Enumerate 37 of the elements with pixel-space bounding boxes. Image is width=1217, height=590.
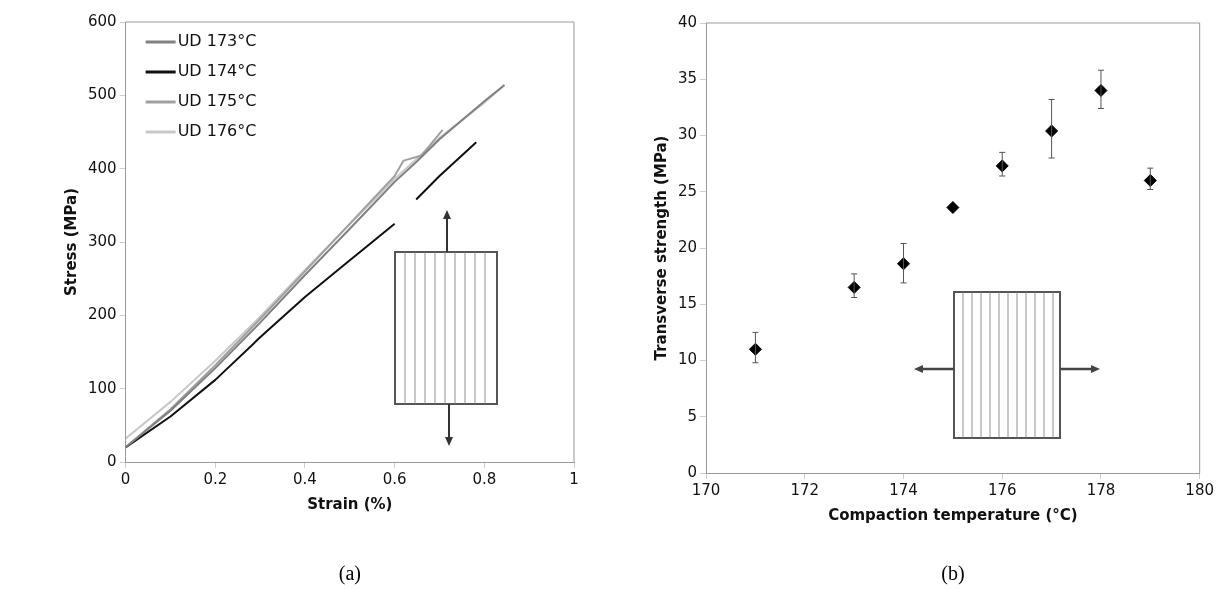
x-tick-label: 1: [569, 469, 579, 488]
y-axis-title: Stress (MPa): [61, 188, 80, 296]
x-tick-label: 0.4: [293, 469, 317, 488]
y-tick-label: 0: [107, 451, 117, 470]
y-tick-label: 10: [677, 350, 698, 369]
x-axis-title: Compaction temperature (°C): [828, 505, 1078, 524]
text: (a): [338, 562, 361, 586]
y-tick-label: 600: [87, 11, 117, 30]
y-tick-label: 5: [687, 406, 698, 425]
legend-label: UD 175°C: [177, 91, 257, 111]
x-tick-label: 0.6: [382, 469, 407, 488]
y-tick-label: 400: [87, 158, 117, 177]
y-tick-label: 15: [677, 294, 698, 313]
y-tick-label: 500: [87, 85, 117, 104]
x-tick-label: 174: [889, 480, 918, 499]
x-tick-label: 0.8: [472, 469, 497, 488]
x-tick-label: 0.2: [203, 469, 228, 488]
x-tick-label: 0: [120, 469, 131, 488]
y-tick-label: 35: [677, 69, 698, 88]
text: (b): [941, 562, 965, 586]
legend-label: UD 176°C: [177, 121, 257, 141]
y-tick-label: 40: [677, 12, 698, 31]
y-axis-title: Transverse strength (MPa): [651, 135, 670, 361]
x-tick-label: 176: [987, 480, 1017, 499]
x-tick-label: 180: [1185, 480, 1215, 499]
x-tick-label: 170: [691, 480, 721, 499]
x-tick-label: 172: [790, 480, 820, 499]
y-tick-label: 100: [87, 378, 117, 397]
y-tick-label: 300: [87, 231, 117, 250]
legend-label: UD 173°C: [177, 31, 257, 51]
x-axis-title: Strain (%): [307, 494, 393, 513]
y-tick-label: 25: [677, 181, 698, 200]
legend-label: UD 174°C: [177, 61, 257, 81]
x-tick-label: 178: [1086, 480, 1116, 499]
y-tick-label: 30: [677, 125, 698, 144]
y-tick-label: 20: [677, 237, 698, 256]
y-tick-label: 200: [87, 305, 117, 324]
